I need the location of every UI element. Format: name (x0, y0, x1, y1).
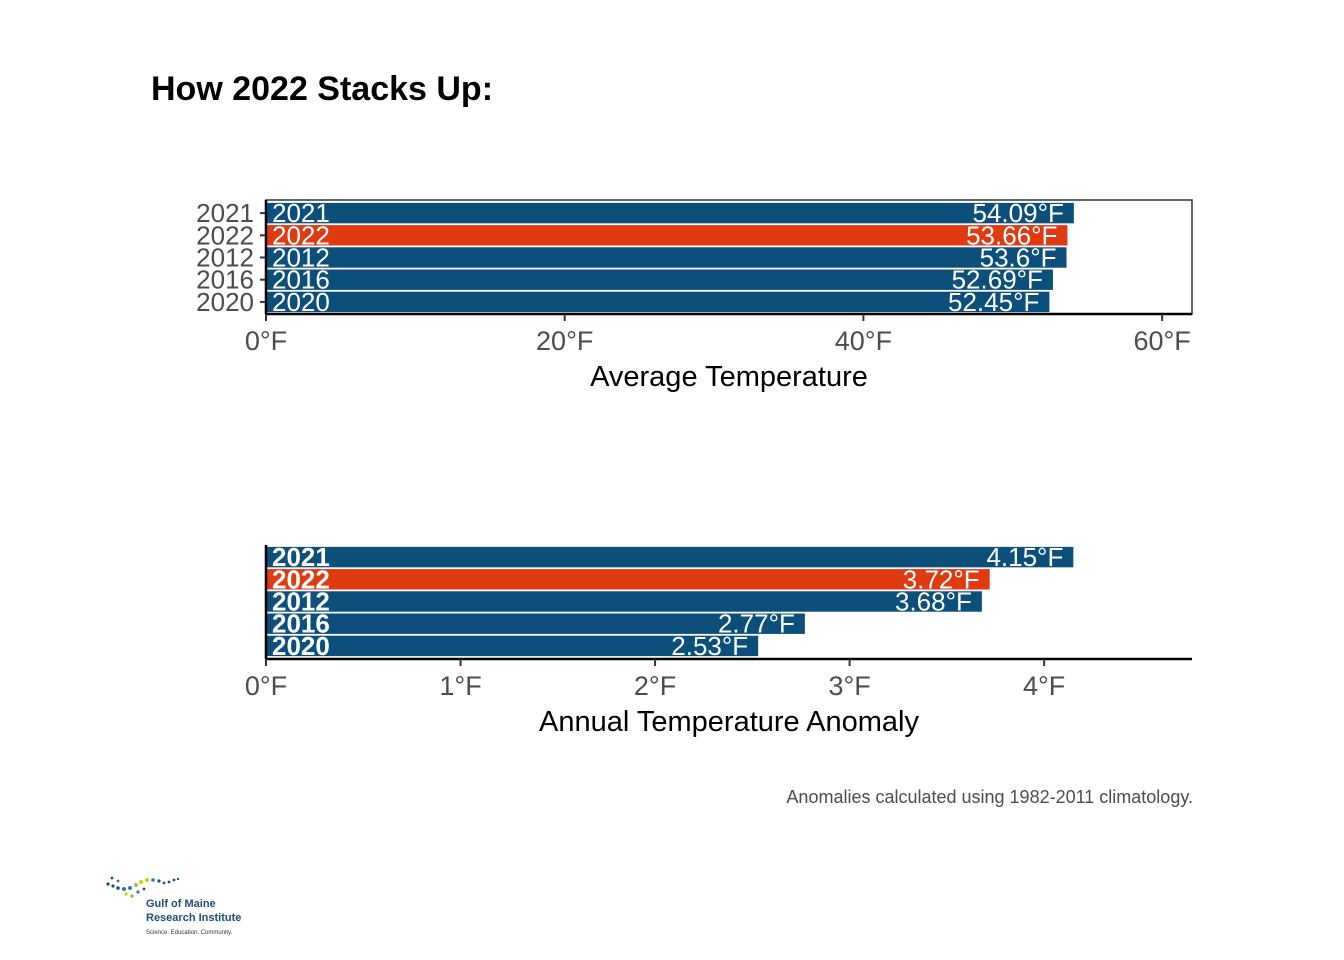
value-label-2012: 53.6°F (980, 243, 1057, 273)
y-tick-label-2012: 2012 (196, 243, 254, 273)
logo-dots-icon (106, 876, 180, 898)
bar-year-label-2021: 2021 (272, 198, 330, 228)
value-label-2022: 53.66°F (966, 220, 1057, 250)
x-tick-label-2: 40°F (835, 326, 892, 356)
bar-year-label-2021: 2021 (272, 542, 330, 572)
bar-2020 (266, 291, 1050, 313)
value-label-2021: 54.09°F (973, 198, 1064, 228)
x-tick-label-4: 4°F (1023, 671, 1065, 701)
y-tick-label-2020: 2020 (196, 287, 254, 317)
bar-2012 (266, 591, 982, 612)
x-tick-label-1: 1°F (439, 671, 481, 701)
value-label-2016: 2.77°F (718, 609, 795, 639)
bar-year-label-2020: 2020 (272, 631, 330, 661)
bar-2016 (266, 269, 1053, 290)
x-tick-label-1: 20°F (536, 326, 593, 356)
logo-line1: Gulf of Maine (146, 898, 216, 910)
bar-2021 (266, 546, 1074, 568)
bar-year-label-2012: 2012 (272, 243, 330, 273)
logo-line2: Research Institute (146, 912, 241, 924)
value-label-2012: 3.68°F (895, 587, 972, 617)
x-tick-label-2: 2°F (634, 671, 676, 701)
y-tick-label-2016: 2016 (196, 265, 254, 295)
logo-tagline: Science. Education. Community. (146, 930, 233, 936)
value-label-2020: 2.53°F (671, 631, 748, 661)
bar-year-label-2012: 2012 (272, 587, 330, 617)
value-label-2022: 3.72°F (903, 564, 980, 594)
value-label-2016: 52.69°F (952, 265, 1043, 295)
x-tick-label-0: 0°F (245, 671, 287, 701)
bar-year-label-2016: 2016 (272, 265, 330, 295)
y-tick-label-2021: 2021 (196, 198, 254, 228)
bar-2020 (266, 635, 759, 657)
y-tick-label-2022: 2022 (196, 220, 254, 250)
x-axis-title: Average Temperature (590, 361, 868, 393)
bar-2016 (266, 613, 805, 634)
value-label-2021: 4.15°F (986, 542, 1063, 572)
x-axis-title: Annual Temperature Anomaly (539, 706, 919, 738)
bar-2022 (266, 569, 990, 590)
gmri-logo: Gulf of Maine Research Institute Science… (106, 876, 241, 936)
bar-year-label-2016: 2016 (272, 609, 330, 639)
bar-year-label-2022: 2022 (272, 564, 330, 594)
x-tick-label-0: 0°F (245, 326, 287, 356)
bar-year-label-2020: 2020 (272, 287, 330, 317)
bar-year-label-2022: 2022 (272, 220, 330, 250)
value-label-2020: 52.45°F (948, 287, 1039, 317)
chart-title: How 2022 Stacks Up: (151, 70, 494, 108)
bar-2022 (266, 225, 1068, 246)
x-tick-label-3: 60°F (1133, 326, 1190, 356)
bar-2012 (266, 247, 1067, 268)
x-tick-label-3: 3°F (828, 671, 870, 701)
bar-2021 (266, 202, 1074, 224)
chart-caption: Anomalies calculated using 1982-2011 cli… (786, 787, 1193, 807)
